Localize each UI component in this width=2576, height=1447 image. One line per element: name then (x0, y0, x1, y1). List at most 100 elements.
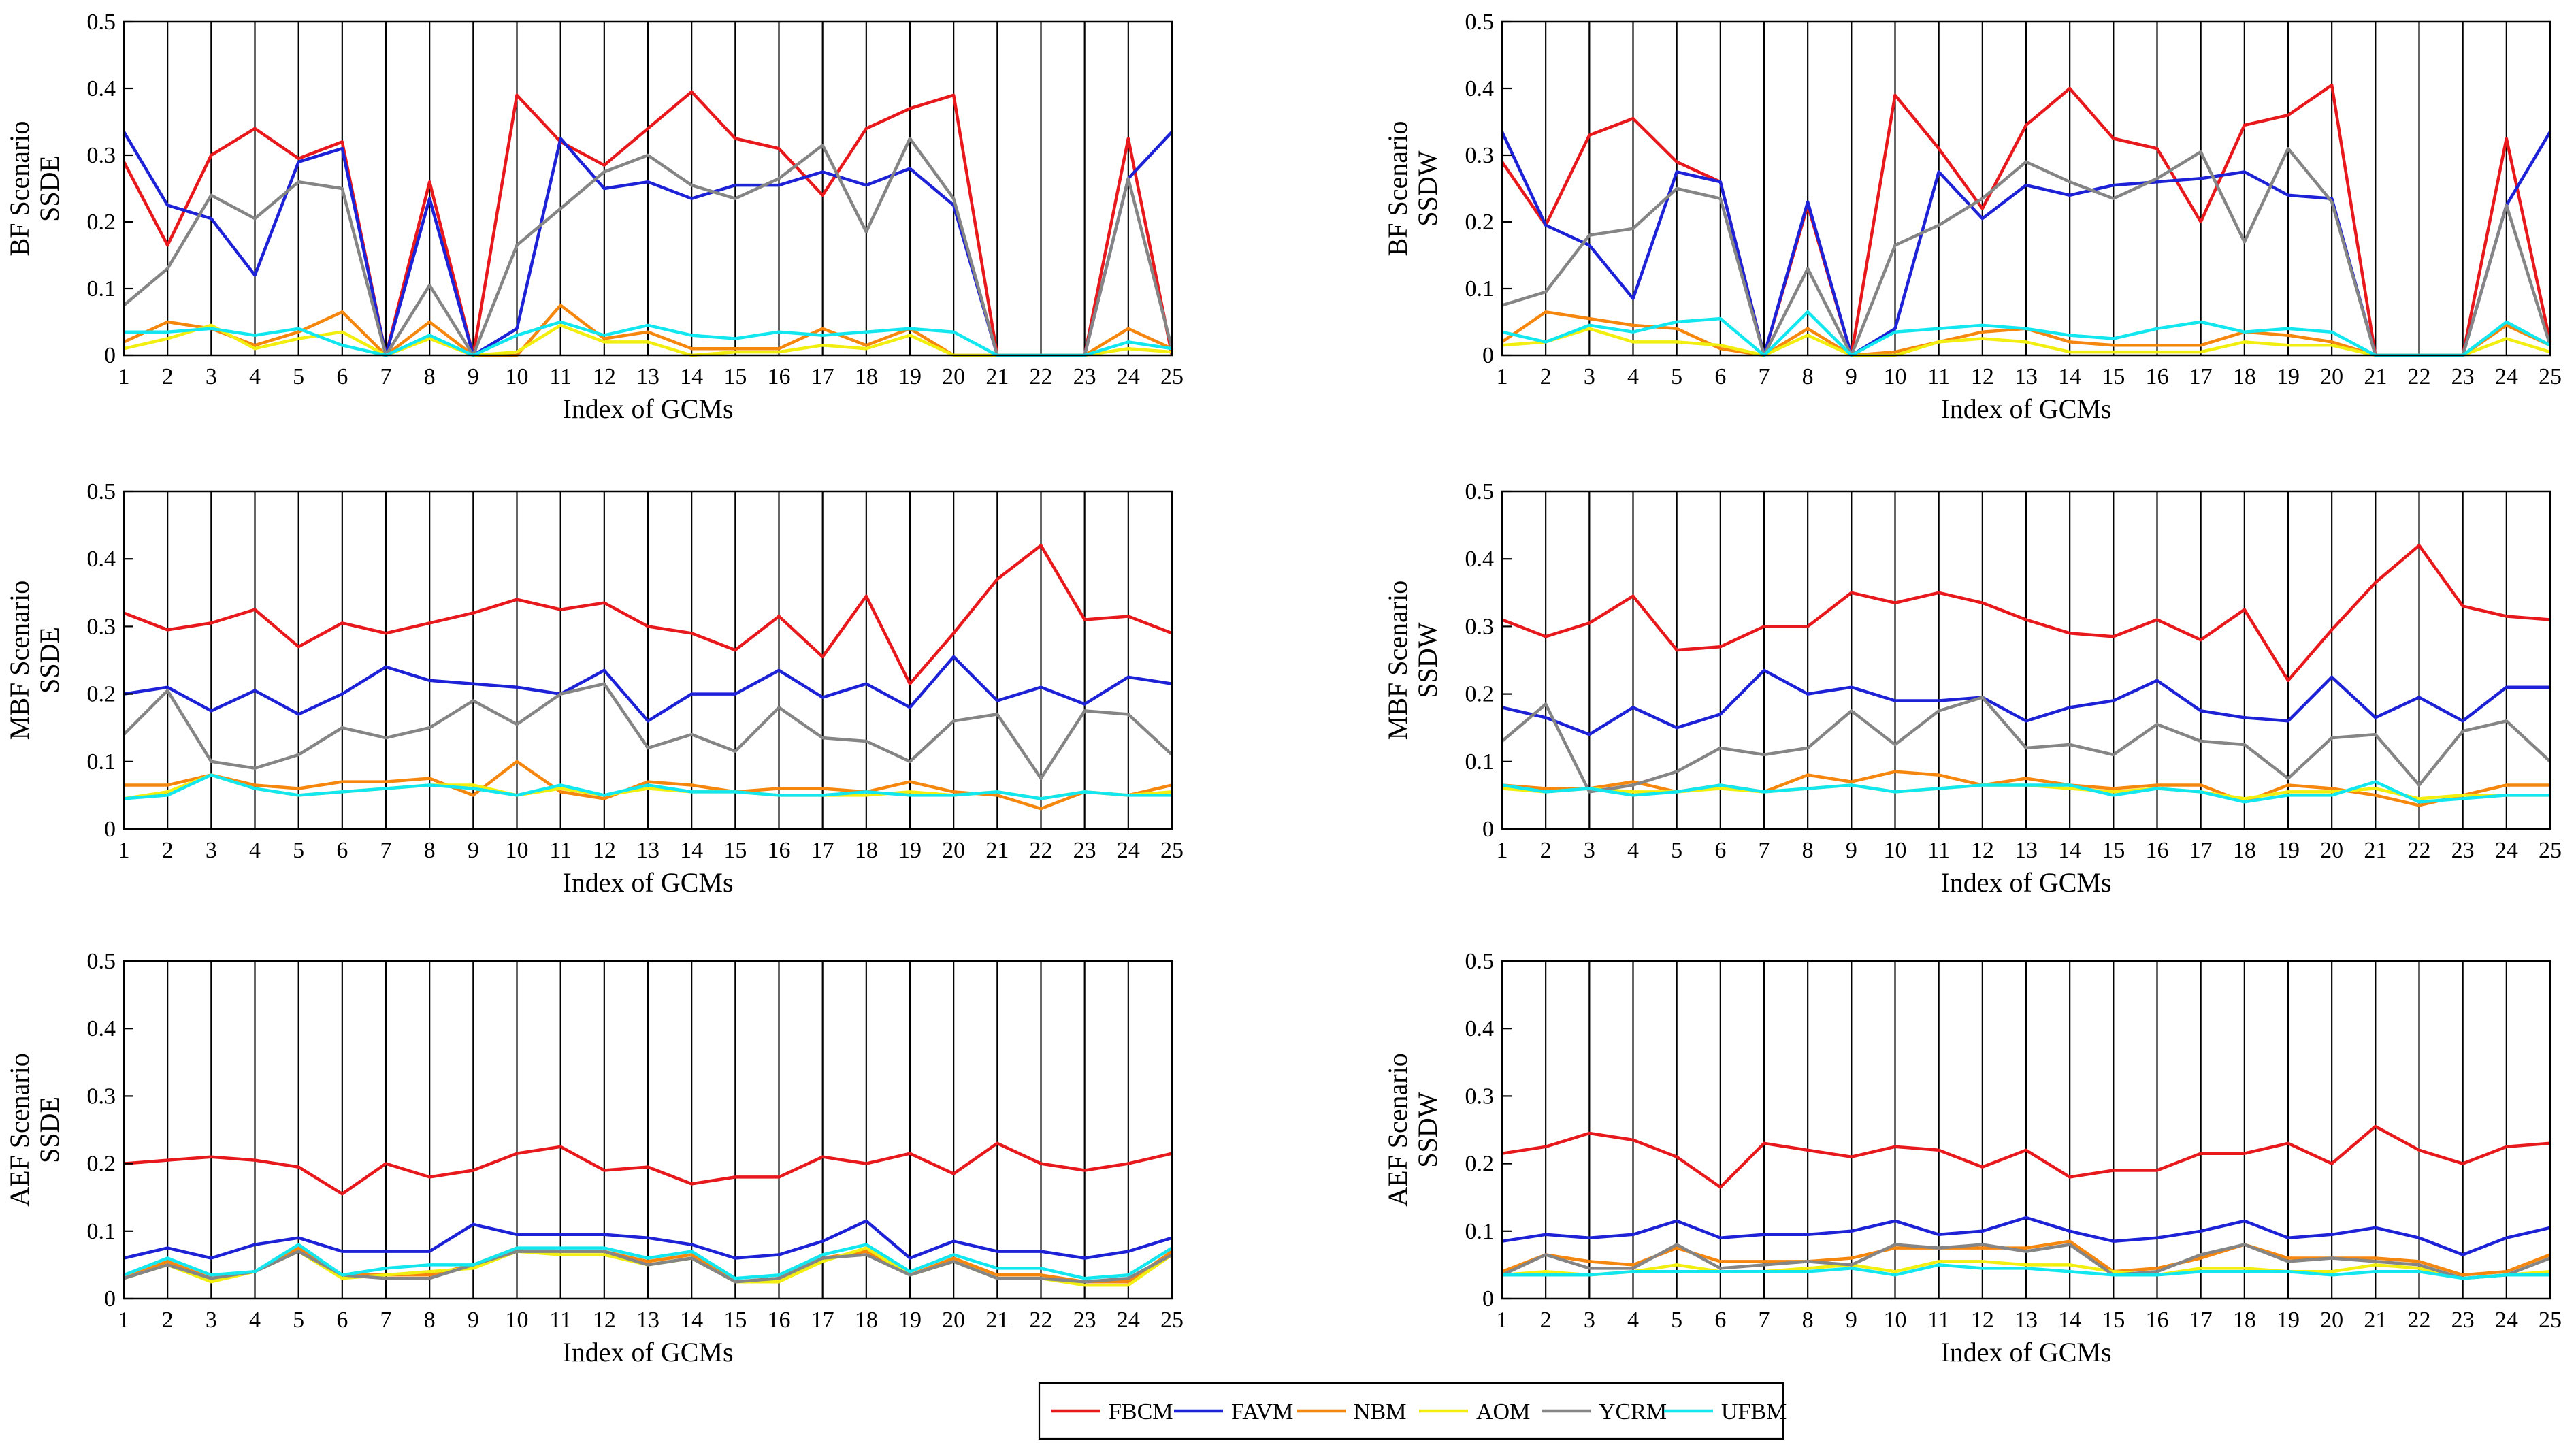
x-axis-label: Index of GCMs (562, 393, 733, 424)
x-tick-label: 1 (118, 838, 130, 863)
x-tick-label: 25 (1160, 364, 1184, 389)
x-tick-label: 17 (811, 364, 834, 389)
legend: FBCM FAVM NBM AOM YCRM UFBM (1038, 1382, 1787, 1440)
x-tick-label: 17 (811, 1307, 834, 1333)
x-axis-label: Index of GCMs (1940, 1337, 2111, 1367)
x-tick-label: 25 (2539, 364, 2562, 389)
x-axis-label: Index of GCMs (562, 1337, 733, 1367)
x-tick-label: 15 (723, 838, 747, 863)
y-tick-label: 0.5 (1465, 479, 1495, 504)
x-tick-label: 20 (2320, 1307, 2343, 1333)
y-tick-label: 0 (104, 343, 116, 368)
x-tick-label: 13 (636, 838, 659, 863)
x-tick-label: 17 (2189, 1307, 2213, 1333)
x-tick-label: 6 (336, 838, 348, 863)
y-tick-label: 0.1 (1465, 1219, 1495, 1244)
x-tick-label: 3 (1584, 364, 1595, 389)
series-line-favm (123, 655, 1173, 723)
x-tick-label: 20 (942, 364, 965, 389)
x-tick-label: 1 (1497, 1307, 1508, 1333)
series-line-favm (1501, 1216, 2551, 1256)
x-tick-label: 15 (2102, 364, 2125, 389)
x-tick-label: 9 (468, 1307, 479, 1333)
x-tick-label: 20 (2320, 364, 2343, 389)
x-tick-label: 4 (249, 1307, 261, 1333)
x-tick-label: 23 (2451, 838, 2475, 863)
x-tick-label: 8 (424, 364, 436, 389)
x-tick-label: 18 (855, 1307, 878, 1333)
y-tick-label: 0.1 (87, 749, 116, 775)
x-tick-label: 9 (468, 364, 479, 389)
x-tick-label: 4 (1627, 838, 1639, 863)
x-tick-label: 9 (1846, 364, 1857, 389)
x-axis-label: Index of GCMs (1940, 867, 2111, 898)
x-tick-label: 5 (293, 1307, 304, 1333)
legend-box (1038, 1382, 1784, 1440)
series-line-fbcm (123, 1141, 1173, 1196)
x-tick-label: 21 (2364, 364, 2387, 389)
y-axis-label-line1: AEF Scenario (1382, 1053, 1413, 1207)
x-tick-label: 12 (1971, 364, 1994, 389)
y-tick-label: 0.2 (1465, 210, 1495, 235)
y-tick-label: 0.5 (1465, 10, 1495, 35)
axis-frame (123, 490, 1173, 830)
x-tick-label: 11 (549, 1307, 572, 1333)
y-axis-label-line1: MBF Scenario (4, 581, 35, 740)
x-tick-label: 19 (898, 364, 922, 389)
x-tick-label: 15 (2102, 838, 2125, 863)
series-line-ycrm (123, 1250, 1173, 1284)
y-tick-label: 0.5 (1465, 949, 1495, 974)
y-tick-label: 0 (104, 817, 116, 842)
series-line-aom (1501, 1260, 2551, 1280)
series-line-nbm (1501, 1239, 2551, 1277)
legend-label-ycrm: YCRM (1599, 1399, 1667, 1425)
x-tick-label: 13 (636, 1307, 659, 1333)
x-tick-label: 8 (1802, 364, 1814, 389)
x-tick-label: 4 (1627, 364, 1639, 389)
y-tick-label: 0.3 (87, 614, 116, 639)
x-tick-label: 20 (2320, 838, 2343, 863)
y-tick-label: 0.1 (87, 1219, 116, 1244)
y-tick-label: 0 (1482, 817, 1494, 842)
x-tick-label: 3 (206, 838, 217, 863)
y-axis-label-line1: BF Scenario (4, 121, 35, 257)
x-tick-label: 19 (2277, 1307, 2300, 1333)
x-tick-label: 25 (1160, 1307, 1184, 1333)
y-axis-label-line2: SSDE (34, 1096, 65, 1163)
x-tick-label: 16 (768, 1307, 791, 1333)
x-tick-label: 3 (1584, 838, 1595, 863)
x-tick-label: 2 (162, 1307, 174, 1333)
x-tick-label: 7 (380, 838, 392, 863)
axis-frame (1501, 960, 2551, 1300)
x-tick-label: 23 (1073, 838, 1096, 863)
x-tick-label: 25 (2539, 838, 2562, 863)
x-tick-label: 20 (942, 838, 965, 863)
x-tick-label: 15 (723, 364, 747, 389)
x-tick-label: 12 (1971, 1307, 1994, 1333)
x-tick-label: 2 (1540, 838, 1552, 863)
x-tick-label: 21 (985, 1307, 1009, 1333)
x-tick-label: 21 (985, 838, 1009, 863)
x-tick-label: 16 (2146, 1307, 2169, 1333)
chart-panel-1: 00.10.20.30.40.51 2 3 4 5 6 7 8 9 10 11 12 13 14 15 16 1… (4, 10, 1184, 424)
x-tick-label: 22 (2408, 364, 2431, 389)
x-tick-label: 18 (855, 364, 878, 389)
series-line-ufbm (123, 773, 1172, 800)
series-line-ufbm (1501, 780, 2550, 804)
x-tick-label: 14 (680, 1307, 703, 1333)
x-tick-label: 16 (768, 838, 791, 863)
x-tick-label: 3 (206, 1307, 217, 1333)
x-tick-label: 16 (2146, 364, 2169, 389)
y-tick-label: 0.3 (87, 143, 116, 168)
x-tick-label: 8 (424, 1307, 436, 1333)
x-tick-label: 10 (506, 364, 529, 389)
x-tick-label: 24 (1117, 838, 1140, 863)
y-tick-label: 0.3 (1465, 614, 1495, 639)
y-axis-label-line2: SSDW (1412, 1092, 1443, 1167)
y-tick-label: 0.4 (1465, 1016, 1495, 1041)
x-tick-label: 11 (549, 364, 572, 389)
chart-panel-3: 00.10.20.30.40.51 2 3 4 5 6 7 8 9 10 11 12 13 14 15 16 1… (4, 479, 1184, 898)
x-tick-label: 10 (506, 1307, 529, 1333)
y-tick-label: 0.1 (87, 276, 116, 302)
